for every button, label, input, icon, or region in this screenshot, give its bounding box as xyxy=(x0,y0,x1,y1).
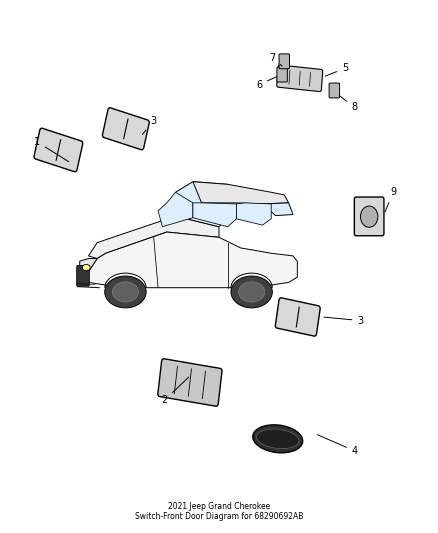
Ellipse shape xyxy=(113,282,138,302)
Text: 6: 6 xyxy=(256,77,276,90)
Text: 2: 2 xyxy=(162,377,189,405)
Text: 1: 1 xyxy=(34,137,69,161)
Polygon shape xyxy=(176,182,241,227)
Polygon shape xyxy=(193,182,289,204)
Polygon shape xyxy=(88,232,297,288)
FancyBboxPatch shape xyxy=(329,83,339,98)
FancyBboxPatch shape xyxy=(354,197,384,236)
Text: 3: 3 xyxy=(142,116,157,134)
Ellipse shape xyxy=(82,264,90,271)
Text: 8: 8 xyxy=(339,96,358,112)
FancyBboxPatch shape xyxy=(277,67,287,82)
FancyBboxPatch shape xyxy=(77,265,89,286)
Text: 9: 9 xyxy=(385,187,396,212)
Text: 2021 Jeep Grand Cherokee
Switch-Front Door Diagram for 68290692AB: 2021 Jeep Grand Cherokee Switch-Front Do… xyxy=(135,502,303,521)
Polygon shape xyxy=(88,216,219,259)
Text: 3: 3 xyxy=(324,316,364,326)
FancyBboxPatch shape xyxy=(34,128,83,172)
Circle shape xyxy=(360,206,378,227)
Polygon shape xyxy=(158,192,193,227)
Polygon shape xyxy=(237,203,271,225)
FancyBboxPatch shape xyxy=(158,359,222,406)
Polygon shape xyxy=(262,203,293,216)
Text: 5: 5 xyxy=(325,63,348,76)
Ellipse shape xyxy=(253,425,303,453)
Text: 7: 7 xyxy=(269,53,282,66)
Polygon shape xyxy=(80,259,97,282)
Ellipse shape xyxy=(231,276,272,308)
Ellipse shape xyxy=(239,282,265,302)
FancyBboxPatch shape xyxy=(276,298,320,336)
Ellipse shape xyxy=(105,276,146,308)
Ellipse shape xyxy=(257,429,299,449)
FancyBboxPatch shape xyxy=(277,65,323,92)
Polygon shape xyxy=(193,203,237,227)
Text: 4: 4 xyxy=(317,434,358,456)
FancyBboxPatch shape xyxy=(102,108,149,150)
FancyBboxPatch shape xyxy=(279,54,290,69)
